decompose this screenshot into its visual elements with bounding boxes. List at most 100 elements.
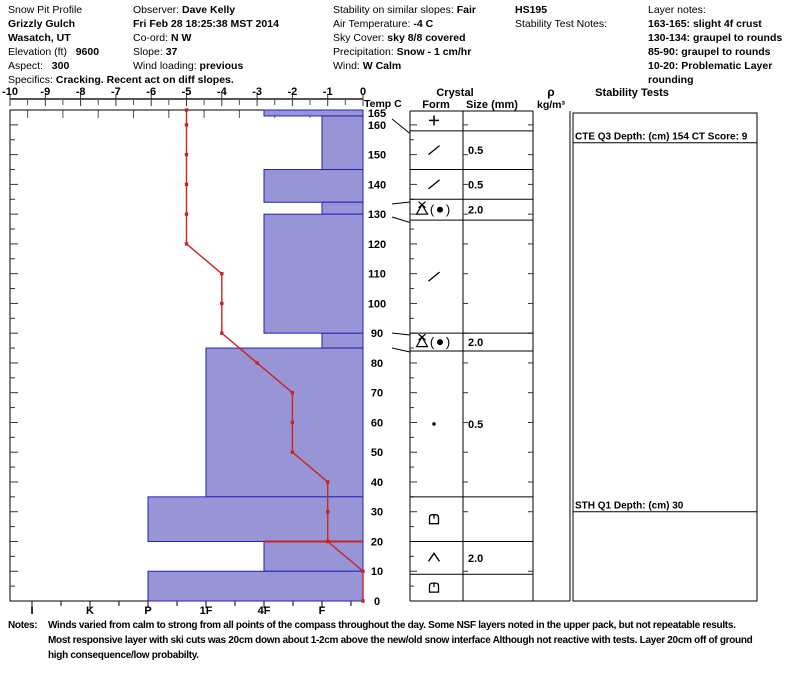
- grain-size-value: 0.5: [468, 179, 483, 191]
- field-value: N W: [170, 32, 192, 44]
- header-field: rounding: [648, 74, 694, 86]
- field-label: Co-ord:: [133, 32, 171, 44]
- grain-dot-icon: [432, 422, 436, 426]
- temp-axis-tick-label: -7: [111, 86, 121, 98]
- grain-graupel-icon: [418, 201, 426, 209]
- grain-slash-icon: [428, 179, 440, 190]
- field-label: Precipitation:: [333, 46, 397, 58]
- stability-header: Stability Tests: [595, 87, 669, 99]
- depth-axis-label: 60: [371, 417, 383, 429]
- temp-axis-title: Temp C: [364, 98, 402, 110]
- grain-rounds-paren: ): [446, 335, 450, 350]
- density-unit-header: kg/m³: [537, 99, 566, 111]
- field-value: 37: [165, 46, 178, 58]
- grain-size-value: 2.0: [468, 337, 483, 349]
- stability-box: [572, 112, 758, 602]
- grain-slash-icon: [428, 271, 440, 282]
- temperature-point: [184, 108, 189, 112]
- field-value: 130-134: graupel to rounds: [648, 32, 783, 44]
- field-label: Observer:: [133, 4, 183, 16]
- hardness-bar-90-85: [321, 332, 364, 349]
- field-label: Layer notes:: [648, 4, 706, 16]
- grain-rounds-paren: (: [430, 335, 435, 350]
- field-value: 9600: [75, 46, 100, 58]
- row-leader-line: [391, 347, 411, 353]
- depth-axis-label: 110: [368, 269, 386, 281]
- stability-test-column: Stability Tests CTE Q3 Depth: (cm) 154 CT…: [572, 87, 758, 602]
- header-field: Aspect: 300: [8, 60, 69, 72]
- temperature-point: [290, 390, 295, 395]
- field-value: 85-90: graupel to rounds: [648, 46, 771, 58]
- notes-line: high consequence/low probabilty.: [48, 650, 199, 661]
- depth-axis-label: 50: [371, 447, 383, 459]
- temperature-point: [290, 450, 295, 454]
- hardness-bar-85-35: [205, 347, 364, 498]
- field-value: -4 C: [413, 18, 434, 30]
- stability-result-text: STH Q1 Depth: (cm) 30: [575, 501, 684, 512]
- temperature-point: [255, 361, 259, 365]
- grain-size-value: 2.0: [468, 205, 483, 217]
- grain-rounds-paren: (: [430, 202, 435, 217]
- pit-header: Snow Pit Profile Grizzly Gulch Wasatch, U…: [0, 0, 800, 86]
- hardness-bar-163-145: [321, 115, 364, 171]
- field-label: Aspect:: [8, 60, 52, 72]
- hardness-bar-130-90: [263, 213, 364, 334]
- temp-axis-tick-label: 0: [360, 86, 366, 98]
- field-label: Slope:: [133, 46, 166, 58]
- hardness-bar-20-10: [263, 540, 364, 572]
- temperature-line: [184, 108, 365, 603]
- field-value: rounding: [648, 74, 694, 86]
- field-label: Snow Pit Profile: [8, 4, 83, 16]
- row-leader-line: [391, 201, 411, 205]
- field-value: Cracking. Recent act on diff slopes.: [55, 74, 234, 86]
- header-field: Specifics: Cracking. Recent act on diff …: [8, 74, 234, 86]
- header-field: Wind loading: previous: [133, 60, 243, 72]
- header-field: Grizzly Gulch: [8, 18, 75, 30]
- header-field: 163-165: slight 4f crust: [648, 18, 762, 30]
- hardness-axis-label: 4F: [258, 605, 271, 617]
- row-leader-line: [391, 118, 411, 134]
- header-field: Wind: W Calm: [333, 60, 401, 72]
- depth-axis-label: 10: [371, 566, 383, 578]
- field-value: 300: [51, 60, 70, 72]
- stability-result-text: CTE Q3 Depth: (cm) 154 CT Score: 9: [575, 132, 748, 143]
- hardness-axis-label: K: [86, 605, 94, 617]
- temperature-point: [326, 480, 330, 484]
- field-label: Stability on similar slopes:: [333, 4, 457, 16]
- field-value: previous: [199, 60, 244, 72]
- header-field: Sky Cover: sky 8/8 covered: [333, 32, 466, 44]
- header-field: Precipitation: Snow - 1 cm/hr: [333, 46, 471, 58]
- field-value: 10-20: Problematic Layer: [648, 60, 773, 72]
- temperature-point: [290, 420, 295, 425]
- notes-line: Most responsive layer with ski cuts was …: [48, 635, 753, 646]
- header-field: Co-ord: N W: [133, 32, 191, 44]
- header-field: Observer: Dave Kelly: [133, 4, 235, 16]
- hardness-bar-165-163: [263, 109, 364, 117]
- row-leader-line: [391, 332, 411, 336]
- temp-axis-tick-label: -8: [76, 86, 86, 98]
- header-field: Snow Pit Profile: [8, 4, 82, 16]
- field-value: Fair: [456, 4, 476, 16]
- temperature-point: [361, 599, 365, 603]
- hardness-bar-35-20: [147, 496, 364, 542]
- grain-size-value: 0.5: [468, 419, 483, 431]
- depth-axis-label: 70: [371, 388, 383, 400]
- field-value: 163-165: slight 4f crust: [648, 18, 762, 30]
- field-label: Elevation (ft): [8, 46, 76, 58]
- notes-label: Notes:: [8, 620, 38, 631]
- header-field: Fri Feb 28 18:25:38 MST 2014: [133, 18, 279, 30]
- header-field: Slope: 37: [133, 46, 177, 58]
- temperature-point: [184, 242, 189, 246]
- temp-axis-tick-label: -1: [323, 86, 333, 98]
- depth-axis-label: 100: [368, 298, 386, 310]
- grain-facet-rounded-icon: [428, 582, 440, 593]
- hardness-bar-145-134: [263, 169, 364, 203]
- temp-axis-tick-label: -3: [252, 86, 262, 98]
- grain-graupel-icon: [415, 203, 429, 215]
- temperature-point: [326, 510, 330, 514]
- hardness-bar-10-0: [147, 570, 364, 602]
- temp-axis-tick-label: -9: [40, 86, 50, 98]
- depth-axis-label: 160: [368, 120, 386, 132]
